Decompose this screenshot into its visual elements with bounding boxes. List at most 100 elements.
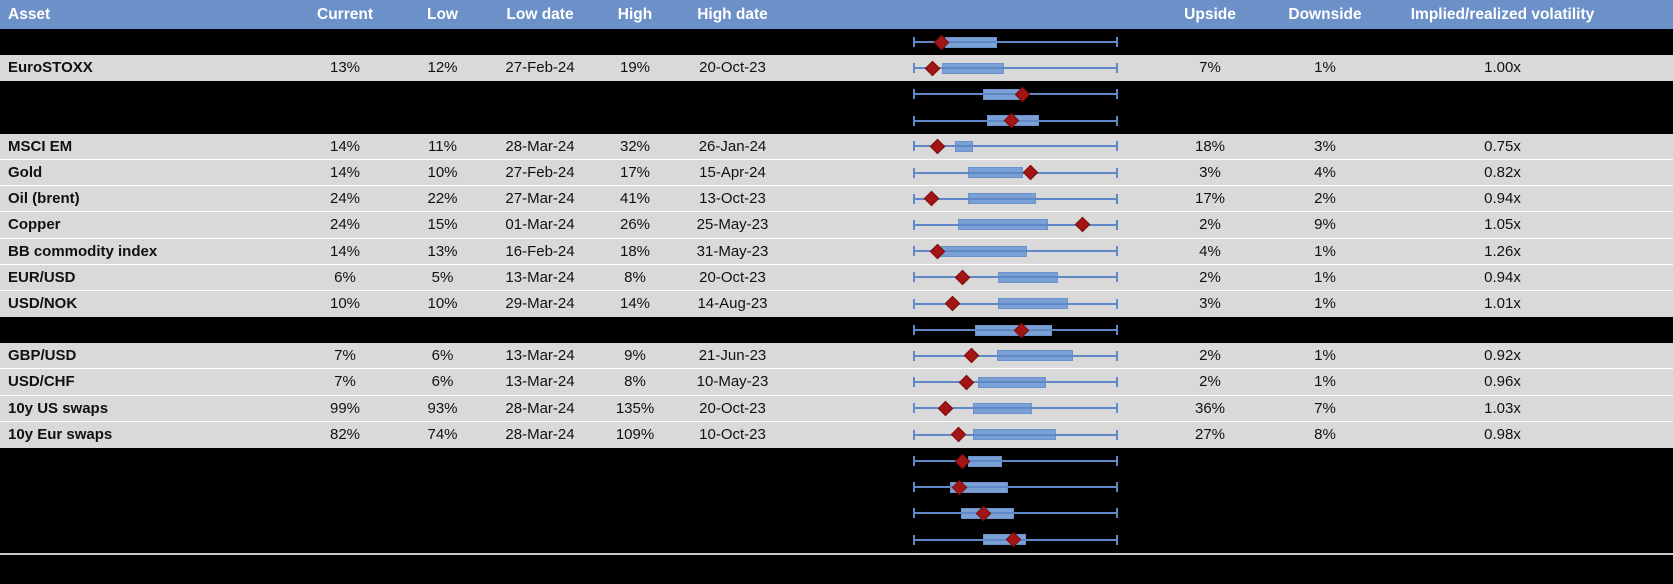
high-date-cell[interactable]: 20-Oct-23 [699, 268, 766, 286]
upside-cell[interactable]: 2% [1199, 216, 1221, 234]
current-cell[interactable]: 6% [334, 268, 356, 286]
low-date-cell[interactable]: 27-Feb-24 [505, 59, 575, 77]
low-date-cell[interactable]: 27-Mar-24 [505, 190, 575, 208]
downside-cell[interactable]: 1% [1314, 59, 1336, 77]
upside-cell[interactable]: 36% [1194, 399, 1226, 417]
low-date-cell[interactable]: 28-Mar-24 [505, 399, 575, 417]
implied-cell[interactable]: 0.92x [1484, 347, 1521, 365]
downside-cell[interactable]: 1% [1314, 294, 1336, 312]
low-cell[interactable]: 12% [427, 59, 458, 77]
current-cell[interactable]: 7% [334, 373, 356, 391]
low-cell[interactable]: 93% [427, 399, 458, 417]
high-cell[interactable]: 32% [619, 137, 651, 155]
header-implied-realized-volatility[interactable]: Implied/realized volatility [1410, 6, 1595, 23]
current-cell[interactable]: 82% [329, 425, 361, 443]
low-date-cell[interactable]: 13-Mar-24 [505, 373, 575, 391]
low-date-cell[interactable]: 13-Mar-24 [505, 347, 575, 365]
asset-cell[interactable]: Copper [8, 216, 61, 234]
high-cell[interactable]: 109% [615, 425, 655, 443]
low-cell[interactable]: 5% [431, 268, 454, 286]
header-upside[interactable]: Upside [1184, 6, 1236, 23]
header-downside[interactable]: Downside [1288, 6, 1362, 23]
downside-cell[interactable]: 3% [1314, 137, 1336, 155]
implied-cell[interactable]: 1.03x [1484, 399, 1521, 417]
downside-cell[interactable]: 1% [1314, 268, 1336, 286]
high-cell[interactable]: 19% [619, 59, 651, 77]
high-cell[interactable]: 41% [619, 190, 651, 208]
high-date-cell[interactable]: 14-Aug-23 [697, 294, 768, 312]
asset-cell[interactable]: EUR/USD [8, 268, 76, 286]
implied-cell[interactable]: 1.01x [1484, 294, 1521, 312]
low-cell[interactable]: 13% [427, 242, 458, 260]
low-date-cell[interactable]: 29-Mar-24 [505, 294, 575, 312]
upside-cell[interactable]: 2% [1199, 347, 1221, 365]
low-cell[interactable]: 10% [427, 294, 458, 312]
upside-cell[interactable]: 3% [1199, 163, 1221, 181]
implied-cell[interactable]: 0.94x [1484, 190, 1521, 208]
header-low-date[interactable]: Low date [506, 6, 574, 23]
downside-cell[interactable]: 7% [1314, 399, 1336, 417]
high-date-cell[interactable]: 31-May-23 [696, 242, 769, 260]
upside-cell[interactable]: 2% [1199, 268, 1221, 286]
header-low[interactable]: Low [427, 6, 458, 23]
high-cell[interactable]: 135% [615, 399, 655, 417]
implied-cell[interactable]: 0.82x [1484, 163, 1521, 181]
upside-cell[interactable]: 3% [1199, 294, 1221, 312]
downside-cell[interactable]: 1% [1314, 242, 1336, 260]
upside-cell[interactable]: 7% [1199, 59, 1221, 77]
asset-cell[interactable]: EuroSTOXX [8, 59, 93, 77]
high-date-cell[interactable]: 10-May-23 [696, 373, 769, 391]
low-date-cell[interactable]: 01-Mar-24 [505, 216, 575, 234]
asset-cell[interactable]: BB commodity index [8, 242, 158, 260]
high-cell[interactable]: 8% [624, 373, 646, 391]
high-date-cell[interactable]: 25-May-23 [696, 216, 769, 234]
high-cell[interactable]: 18% [619, 242, 651, 260]
upside-cell[interactable]: 27% [1194, 425, 1226, 443]
implied-cell[interactable]: 1.26x [1484, 242, 1521, 260]
asset-cell[interactable]: GBP/USD [8, 347, 77, 365]
low-cell[interactable]: 11% [428, 137, 457, 155]
current-cell[interactable]: 10% [329, 294, 361, 312]
downside-cell[interactable]: 2% [1314, 190, 1336, 208]
asset-cell[interactable]: Gold [8, 163, 43, 181]
asset-cell[interactable]: Oil (brent) [8, 190, 80, 208]
current-cell[interactable]: 13% [329, 59, 361, 77]
implied-cell[interactable]: 0.94x [1484, 268, 1521, 286]
header-asset[interactable]: Asset [8, 6, 51, 23]
upside-cell[interactable]: 4% [1199, 242, 1221, 260]
current-cell[interactable]: 14% [329, 137, 361, 155]
high-date-cell[interactable]: 15-Apr-24 [699, 163, 766, 181]
downside-cell[interactable]: 1% [1314, 347, 1336, 365]
high-cell[interactable]: 26% [619, 216, 651, 234]
low-date-cell[interactable]: 28-Mar-24 [505, 137, 575, 155]
asset-cell[interactable]: USD/CHF [8, 373, 75, 391]
high-date-cell[interactable]: 13-Oct-23 [699, 190, 766, 208]
high-cell[interactable]: 17% [619, 163, 651, 181]
asset-cell[interactable]: MSCI EM [8, 137, 73, 155]
high-date-cell[interactable]: 26-Jan-24 [698, 137, 767, 155]
current-cell[interactable]: 14% [329, 163, 361, 181]
low-date-cell[interactable]: 27-Feb-24 [505, 163, 575, 181]
low-cell[interactable]: 22% [427, 190, 458, 208]
asset-cell[interactable]: USD/NOK [8, 294, 78, 312]
header-high[interactable]: High [617, 6, 653, 23]
implied-cell[interactable]: 1.00x [1484, 59, 1521, 77]
low-cell[interactable]: 10% [427, 163, 458, 181]
low-cell[interactable]: 15% [427, 216, 458, 234]
upside-cell[interactable]: 2% [1199, 373, 1221, 391]
current-cell[interactable]: 14% [329, 242, 361, 260]
implied-cell[interactable]: 1.05x [1484, 216, 1521, 234]
low-cell[interactable]: 6% [431, 347, 454, 365]
implied-cell[interactable]: 0.75x [1484, 137, 1521, 155]
implied-cell[interactable]: 0.98x [1484, 425, 1521, 443]
low-cell[interactable]: 6% [431, 373, 454, 391]
header-high-date[interactable]: High date [697, 6, 768, 23]
downside-cell[interactable]: 4% [1314, 163, 1336, 181]
upside-cell[interactable]: 17% [1194, 190, 1226, 208]
current-cell[interactable]: 7% [334, 347, 356, 365]
high-date-cell[interactable]: 20-Oct-23 [699, 399, 766, 417]
current-cell[interactable]: 99% [329, 399, 361, 417]
implied-cell[interactable]: 0.96x [1484, 373, 1521, 391]
asset-cell[interactable]: 10y US swaps [8, 399, 109, 417]
current-cell[interactable]: 24% [329, 190, 361, 208]
